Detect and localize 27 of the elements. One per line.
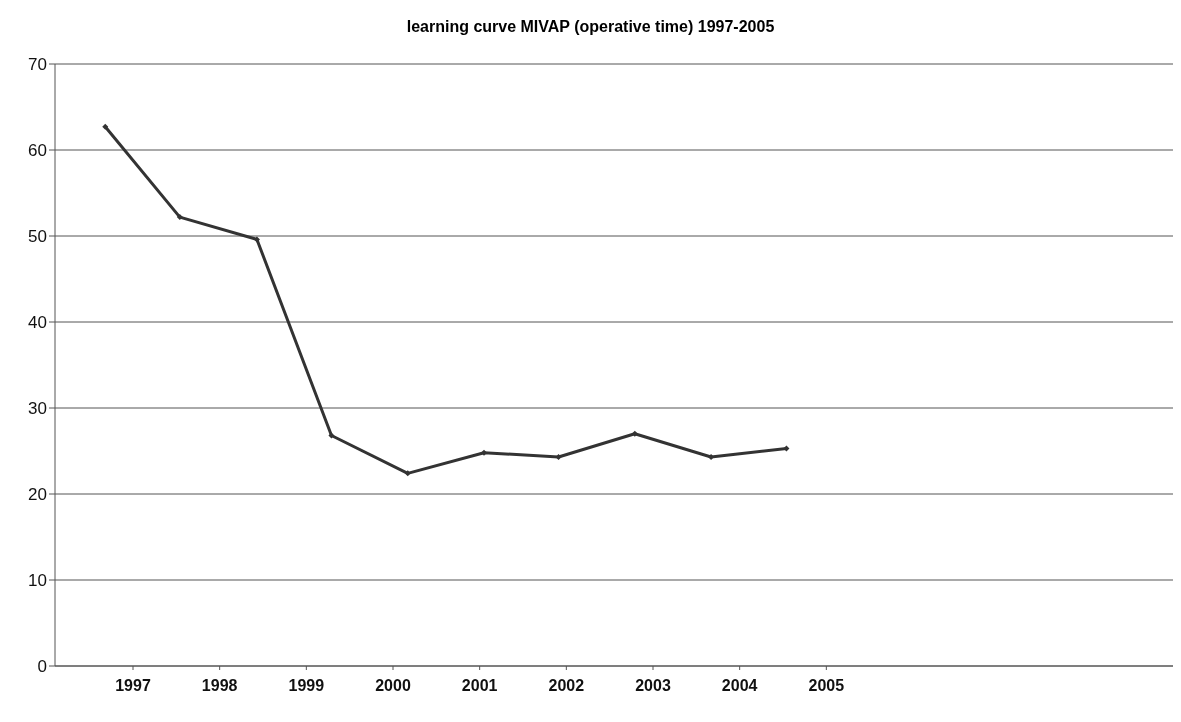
y-tick-label: 50 <box>28 227 47 247</box>
y-tick-label: 30 <box>28 399 47 419</box>
point <box>404 470 411 477</box>
point <box>783 445 790 452</box>
y-tick-label: 10 <box>28 571 47 591</box>
point <box>328 432 335 439</box>
x-tick-label: 2004 <box>721 677 758 695</box>
y-tick-label: 60 <box>28 141 47 161</box>
x-tick-label: 2005 <box>808 677 845 695</box>
point <box>481 449 487 456</box>
y-tick-label: 0 <box>37 657 47 677</box>
point <box>631 430 638 437</box>
x-tick-label: 2003 <box>635 677 671 695</box>
point <box>102 123 109 130</box>
y-tick-label: 20 <box>28 485 47 505</box>
x-tick-label: 1997 <box>115 677 151 695</box>
point <box>555 454 562 461</box>
y-tick-label: 40 <box>28 313 47 333</box>
chart-title: learning curve MIVAP (operative time) 1997-2005 <box>405 18 776 36</box>
x-tick-label: 2002 <box>548 677 585 695</box>
x-tick-label: 1998 <box>201 677 238 695</box>
x-tick-label: 1999 <box>288 677 325 695</box>
x-tick-label: 2001 <box>461 677 498 695</box>
y-tick-label: 70 <box>28 55 47 75</box>
x-tick-label: 2000 <box>375 677 411 695</box>
point <box>176 214 183 221</box>
point <box>253 236 260 243</box>
